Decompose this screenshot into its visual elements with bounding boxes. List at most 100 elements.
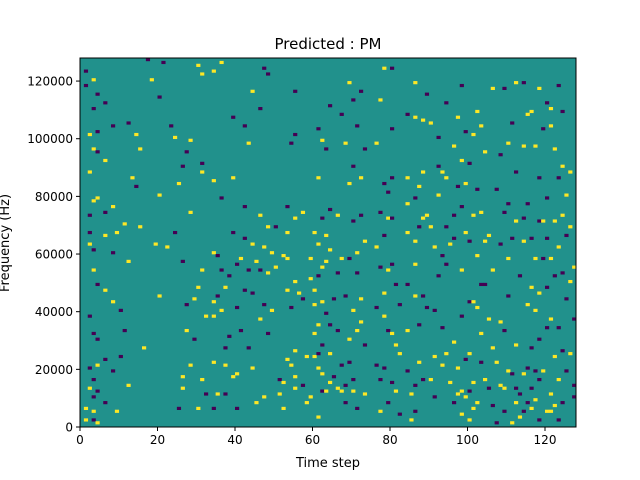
x-tick-label: 20 [150,433,165,447]
heatmap-cell [200,377,205,382]
heatmap-cell [324,259,329,263]
x-tick-label: 80 [382,433,397,447]
heatmap-cell [145,58,151,62]
heatmap-cell [467,300,472,304]
heatmap-cell [308,277,313,281]
heatmap-cell [529,109,534,114]
heatmap-cell [405,176,410,180]
heatmap-cell [471,213,476,217]
heatmap-cell [211,251,216,255]
heatmap-cell [95,421,100,425]
heatmap-cell [103,233,108,238]
heatmap-cell [483,150,488,154]
heatmap-cell [211,314,216,318]
heatmap-cell [250,89,255,93]
heatmap-cell [397,412,402,416]
heatmap-cell [111,300,116,304]
heatmap-cell [556,83,561,88]
heatmap-cell [87,386,92,390]
heatmap-cell [459,314,464,318]
heatmap-cell [486,233,492,238]
heatmap-cell [455,366,461,370]
heatmap-cell [91,107,96,111]
heatmap-cell [560,349,565,353]
heatmap-cell [176,181,182,186]
heatmap-cell [320,300,325,304]
heatmap-cell [111,369,116,373]
heatmap-cell [417,184,422,189]
heatmap-cell [343,383,348,387]
x-tick-label: 60 [305,433,320,447]
heatmap-cell [258,107,263,111]
heatmap-cell [498,153,503,157]
heatmap-cell [95,389,100,393]
heatmap-cell [351,308,356,312]
heatmap-cell [572,265,577,269]
heatmap-cell [335,213,340,217]
heatmap-cell [126,259,131,263]
heatmap-cell [355,124,360,128]
heatmap-cell [514,401,519,405]
heatmap-cell [390,176,395,180]
heatmap-cell [103,288,108,292]
heatmap-cell [250,242,255,246]
heatmap-cell [304,401,309,405]
heatmap-cell [103,401,108,405]
heatmap-cell [545,409,550,413]
heatmap-cell [355,271,360,275]
heatmap-cell [320,138,325,142]
y-tick-label: 0 [65,421,73,435]
heatmap-cell [211,179,216,183]
heatmap-cell [525,401,530,405]
heatmap-cell [432,354,437,359]
heatmap-cell [331,297,337,301]
heatmap-cell [560,213,565,217]
heatmap-cell [502,210,507,214]
heatmap-cell [436,164,441,168]
heatmap-cell [138,147,143,151]
heatmap-cell [204,314,209,318]
heatmap-cell [223,392,228,396]
heatmap-cell [572,317,577,321]
heatmap-cell [467,389,472,393]
heatmap-cell [204,392,209,396]
heatmap-cell [304,354,309,359]
heatmap-cell [300,297,306,301]
heatmap-cell [533,144,538,148]
heatmap-cell [486,317,492,321]
heatmap-cell [126,121,131,125]
heatmap-cell [393,282,399,287]
heatmap-cell [517,392,523,396]
axes-frame [79,57,577,428]
heatmap-cell [95,363,100,367]
heatmap-cell [483,282,488,287]
heatmap-cell [254,401,259,405]
y-tick-label: 80000 [35,190,73,204]
heatmap-cell [502,328,507,333]
heatmap-cell [444,225,449,229]
heatmap-cell [157,193,162,197]
heatmap-cell [200,72,205,76]
heatmap-cell [91,395,96,399]
heatmap-cell [215,254,220,258]
heatmap-cell [471,406,476,410]
heatmap-cell [525,303,530,307]
heatmap-cell [347,360,352,364]
heatmap-cell [235,262,240,266]
heatmap-cell [463,130,468,134]
heatmap-cell [91,331,96,336]
heatmap-cell [514,386,519,390]
y-tick-label: 120000 [27,75,73,89]
heatmap-cell [374,141,379,145]
heatmap-cell [428,377,433,382]
heatmap-cell [134,184,139,189]
heatmap-cell [316,352,321,356]
heatmap-cell [273,225,278,229]
heatmap-cell [475,109,480,114]
heatmap-cell [409,418,414,422]
heatmap-cell [91,199,96,203]
heatmap-cell [196,285,201,289]
heatmap-cell [452,213,457,217]
heatmap-cell [479,282,484,287]
